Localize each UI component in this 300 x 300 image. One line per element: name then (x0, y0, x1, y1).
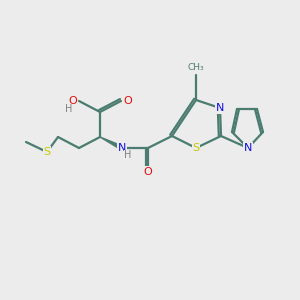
Text: CH₃: CH₃ (188, 63, 204, 72)
Text: O: O (123, 96, 132, 106)
Text: N: N (244, 143, 252, 153)
Text: S: S (192, 143, 200, 153)
Text: N: N (216, 103, 224, 113)
Polygon shape (100, 137, 123, 150)
Text: H: H (124, 150, 132, 160)
Text: O: O (68, 96, 77, 106)
Text: H: H (65, 104, 73, 114)
Text: O: O (144, 167, 152, 177)
Text: N: N (118, 143, 126, 153)
Text: S: S (44, 147, 51, 157)
